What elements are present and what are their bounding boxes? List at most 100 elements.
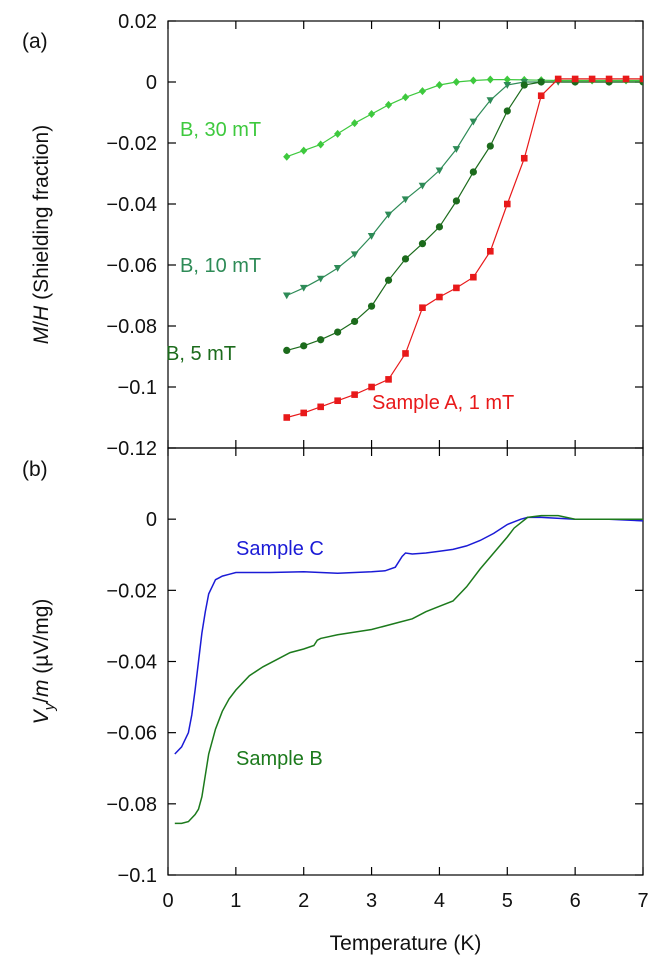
data-point	[503, 75, 511, 84]
series-label-sample-b: Sample B	[236, 748, 323, 770]
data-point	[469, 118, 478, 126]
data-point	[520, 81, 528, 89]
y-tick-label: −0.12	[106, 438, 157, 460]
y-tick-label: −0.04	[106, 194, 157, 216]
data-point	[351, 119, 359, 128]
data-point	[588, 75, 596, 83]
panel-a-label: (a)	[22, 30, 48, 53]
data-point	[486, 97, 495, 105]
series-b-5-mt	[283, 78, 643, 354]
y-tick-label: −0.04	[106, 652, 157, 674]
x-axis-title: Temperature (K)	[330, 932, 482, 955]
data-point	[503, 200, 511, 208]
data-point	[334, 129, 342, 138]
data-point	[317, 140, 325, 149]
data-point	[487, 247, 494, 255]
data-point	[401, 255, 410, 263]
series-line-sample-b	[174, 514, 643, 825]
data-point	[317, 403, 324, 411]
series-line-b-10-mt	[286, 81, 643, 297]
y-tick-label: 0.02	[118, 11, 157, 33]
y-tick-label: −0.1	[118, 377, 157, 399]
y-tick-label: −0.06	[106, 255, 157, 277]
data-point	[452, 78, 460, 86]
data-point	[605, 75, 613, 83]
data-point	[402, 350, 409, 357]
data-point	[384, 276, 393, 284]
data-point	[368, 383, 375, 391]
data-point	[469, 168, 477, 176]
panel-a-ticks: 0.02 0 −0.02 −0.04 −0.06 −0.08 −0.1 −0.12	[106, 11, 644, 460]
series-label-sample-c: Sample C	[236, 538, 324, 560]
data-point	[350, 251, 359, 259]
y-tick-label: 0	[146, 72, 157, 94]
data-point	[300, 409, 308, 417]
data-point	[419, 304, 426, 311]
data-point	[503, 107, 511, 115]
panel-a-series: B, 30 mT B, 10 mT B, 5 mT Sample A, 1 mT	[166, 75, 643, 421]
x-tick-label: 5	[502, 890, 513, 912]
data-point	[367, 302, 376, 310]
panel-a-y-axis-symbol-h: H	[30, 305, 53, 321]
panel-b: 0 1 2 3 4 5 6 7 0 −0.02 −0.04 −0.06 −0.08 −0.1 Sample…	[22, 447, 649, 912]
data-point	[385, 376, 392, 383]
x-tick-label: 3	[366, 890, 377, 912]
y-tick-label: −0.08	[106, 316, 157, 338]
x-tick-label: 0	[162, 890, 173, 912]
panel-b-ticks: 0 1 2 3 4 5 6 7 0 −0.02 −0.04 −0.06 −0.08 −0.1	[106, 448, 649, 912]
data-point	[537, 78, 545, 86]
data-point	[520, 154, 528, 162]
data-point	[299, 284, 308, 292]
data-point	[436, 293, 443, 301]
data-point	[622, 75, 630, 83]
x-tick-label: 6	[570, 890, 581, 912]
panel-a-y-axis-title: M/H (Shielding fraction)	[30, 125, 53, 344]
series-b-30-mt	[283, 75, 643, 161]
data-point	[283, 346, 291, 354]
series-sample-b	[174, 514, 643, 825]
data-point	[452, 146, 461, 153]
data-point	[554, 75, 562, 83]
panel-b-y-axis-slash: /	[30, 697, 53, 703]
series-label-b-5-mt: B, 5 mT	[166, 343, 236, 365]
y-tick-label: −0.1	[118, 865, 157, 887]
panel-b-label: (b)	[22, 458, 48, 481]
x-tick-label: 1	[230, 890, 241, 912]
panel-a: 0.02 0 −0.02 −0.04 −0.06 −0.08 −0.1 −0.12 B, 30…	[22, 11, 644, 460]
data-point	[639, 75, 643, 83]
data-point	[453, 284, 460, 292]
data-point	[401, 196, 410, 204]
data-point	[486, 142, 494, 150]
data-point	[367, 233, 376, 240]
panel-b-series: Sample C Sample B	[174, 514, 643, 825]
panel-b-y-axis-unit: (µV/mg)	[30, 599, 53, 680]
y-tick-label: −0.02	[106, 580, 157, 602]
panel-b-y-axis-title: Vy/m (µV/mg)	[30, 599, 58, 725]
panel-a-frame	[167, 20, 644, 449]
y-tick-label: −0.02	[106, 133, 157, 155]
series-label-b-30-mt: B, 30 mT	[180, 119, 261, 141]
panel-a-y-axis-suffix: (Shielding fraction)	[30, 125, 53, 306]
data-point	[418, 182, 427, 190]
data-point	[435, 223, 444, 231]
series-sample-c	[174, 516, 643, 755]
panel-a-y-axis-slash: /	[30, 321, 53, 327]
panel-b-y-axis-subscript: y	[41, 701, 58, 711]
x-tick-label: 2	[298, 890, 309, 912]
x-tick-label: 4	[434, 890, 445, 912]
series-label-sample-a-1-mt: Sample A, 1 mT	[372, 392, 514, 414]
data-point	[418, 240, 427, 248]
data-point	[333, 265, 342, 272]
series-label-b-10-mt: B, 10 mT	[180, 255, 261, 277]
x-tick-label: 7	[637, 890, 648, 912]
data-point	[503, 82, 512, 89]
series-sample-a-1-mt	[283, 75, 643, 421]
series-b-10-mt	[282, 79, 643, 300]
data-point	[470, 273, 477, 281]
data-point	[334, 328, 342, 336]
data-point	[282, 292, 291, 300]
data-point	[334, 397, 341, 405]
y-tick-label: −0.06	[106, 723, 157, 745]
data-point	[384, 211, 393, 219]
